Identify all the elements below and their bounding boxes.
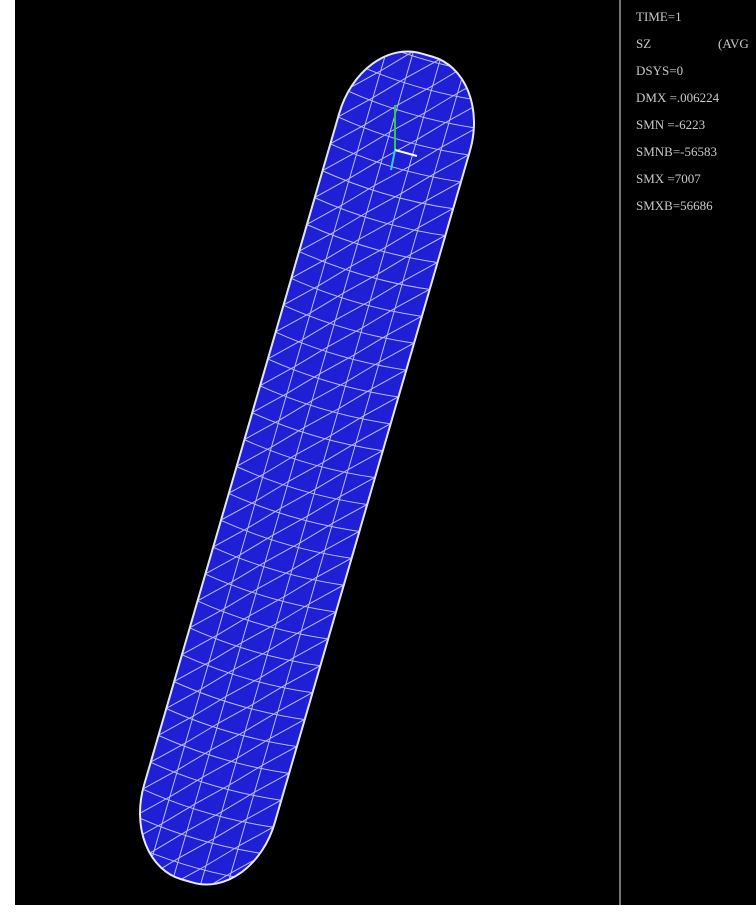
avg-label: (AVG [718,36,749,51]
status-line: TIME=1 [636,9,682,24]
status-line: SMX =7007 [636,171,701,186]
status-line: SZ [636,36,651,51]
status-line: DSYS=0 [636,63,683,78]
status-line: SMN =-6223 [636,117,705,132]
status-line: SMNB=-56583 [636,144,717,159]
status-line: SMXB=56686 [636,198,713,213]
viewport: (AVG TIME=1 SZ DSYS=0 DMX =.006224 SMN =-622… [0,0,756,915]
page: (AVG TIME=1 SZ DSYS=0 DMX =.006224 SMN =-622… [0,0,756,915]
status-line: DMX =.006224 [636,90,720,105]
